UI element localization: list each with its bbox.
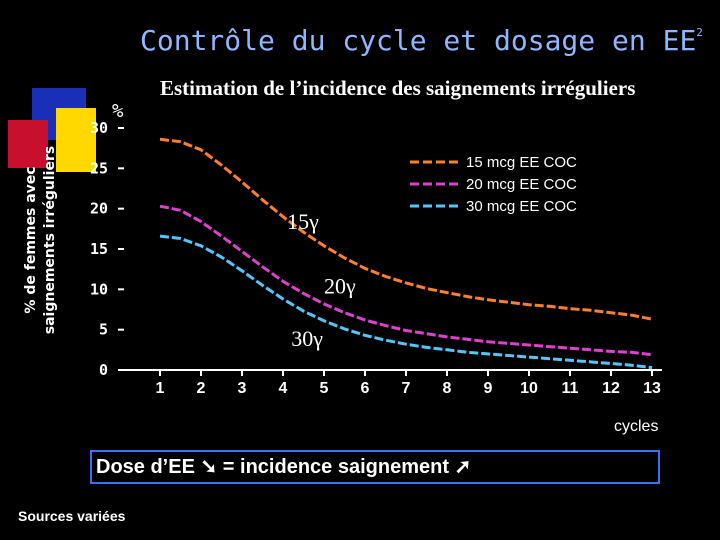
x-tick-label: 1 [156, 380, 165, 397]
deco-red-square [8, 120, 48, 168]
x-tick-label: 8 [443, 380, 452, 397]
x-tick-label: 10 [520, 380, 538, 397]
series-lines [159, 137, 653, 370]
title-superscript: 2 [696, 26, 703, 39]
x-tick-label: 5 [320, 380, 329, 397]
slide-title: Contrôle du cycle et dosage en EE2 [140, 24, 703, 57]
deco-yellow-square [56, 108, 96, 172]
x-tick-label: 11 [562, 380, 579, 397]
series-line-1 [159, 137, 653, 321]
y-axis-ticks: 0 5 10 15 20 25 30 [90, 119, 124, 379]
x-tick-label: 4 [279, 380, 288, 397]
y-tick-label: 20 [90, 200, 108, 218]
x-axis-ticks: 1 2 3 4 5 6 7 8 9 10 11 12 13 [156, 370, 661, 397]
y-axis-unit: % [112, 100, 124, 122]
conclusion-box: Dose d’EE ➘ = incidence saignement ➚ [90, 450, 660, 484]
legend: 15 mcg EE COC 20 mcg EE COC 30 mcg EE COC [410, 154, 577, 215]
y-tick-label: 25 [90, 159, 108, 177]
series-line-2 [159, 204, 653, 357]
y-tick-label: 0 [99, 361, 108, 379]
y-tick-label: 5 [99, 321, 108, 339]
series-line-3 [159, 234, 653, 370]
annotations: 15γ 20γ 30γ [287, 209, 356, 351]
x-axis-label: cycles [614, 418, 659, 435]
y-tick-label: 15 [90, 240, 108, 258]
annotation-3: 30γ [291, 326, 323, 351]
legend-label-2: 20 mcg EE COC [466, 176, 577, 193]
legend-label-1: 15 mcg EE COC [466, 154, 577, 171]
x-tick-label: 7 [402, 380, 411, 397]
x-tick-label: 12 [602, 380, 620, 397]
chart-subtitle: Estimation de l’incidence des saignement… [160, 76, 636, 100]
y-tick-label: 30 [90, 119, 108, 137]
y-tick-label: 10 [90, 280, 108, 298]
legend-label-3: 30 mcg EE COC [466, 198, 577, 215]
x-tick-label: 9 [484, 380, 493, 397]
x-tick-label: 13 [643, 380, 661, 397]
x-tick-label: 3 [238, 380, 247, 397]
annotation-1: 15γ [287, 209, 319, 234]
sources-note: Sources variées [18, 508, 126, 524]
x-tick-label: 2 [197, 380, 206, 397]
annotation-2: 20γ [324, 273, 356, 298]
x-tick-label: 6 [361, 380, 370, 397]
